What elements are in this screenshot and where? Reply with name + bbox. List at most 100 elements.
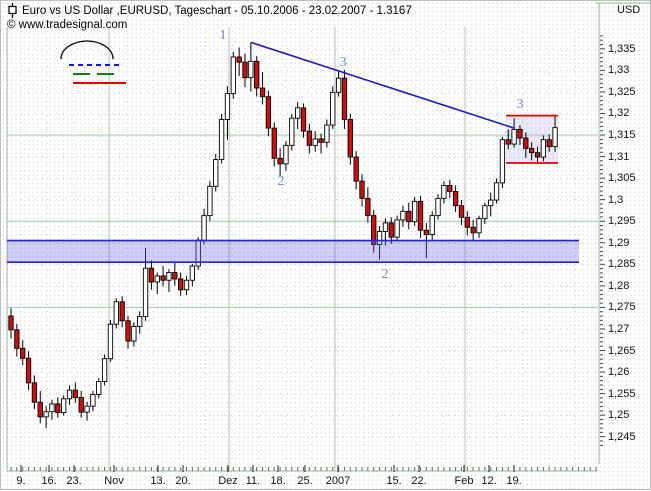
time-tick-label: 2007	[325, 475, 351, 487]
price-tick-label: 1,305	[608, 172, 636, 185]
price-tick-label: 1,28	[608, 279, 630, 292]
price-tick-label: 1,325	[608, 85, 636, 98]
candle	[66, 385, 73, 405]
candle	[137, 311, 143, 334]
candle	[464, 211, 470, 236]
candle	[154, 272, 160, 295]
price-tick-label: 1,25	[608, 409, 630, 422]
candle	[119, 296, 125, 328]
candle	[365, 187, 371, 223]
candle	[376, 225, 383, 260]
candle	[242, 53, 248, 88]
time-tick-label: 22.	[411, 475, 427, 487]
candle	[289, 113, 295, 151]
candle	[488, 192, 494, 217]
price-tick-label: 1,33	[608, 64, 630, 77]
candle	[265, 90, 272, 137]
candle	[534, 146, 541, 164]
price-tick-label: 1,335	[608, 42, 636, 55]
candle	[417, 195, 424, 239]
candle	[400, 205, 406, 227]
candle	[499, 136, 506, 189]
time-tick-label: Nov	[104, 475, 124, 487]
wave-count-label: 2	[381, 267, 389, 282]
candle	[230, 51, 236, 99]
price-tick-label: 1,32	[608, 107, 630, 120]
candle	[341, 69, 348, 129]
candle	[142, 247, 149, 321]
candle	[452, 185, 459, 213]
candle	[55, 397, 61, 418]
candle	[131, 322, 137, 347]
candle	[406, 202, 412, 230]
price-tick-label: 1,285	[608, 258, 636, 271]
rounded-top-arc	[60, 40, 114, 60]
candle	[254, 56, 260, 97]
time-tick-label: 13.	[150, 475, 166, 487]
price-tick-label: 1,275	[608, 301, 636, 314]
time-tick-label: 15.	[386, 475, 402, 487]
candle	[96, 378, 102, 399]
candle	[283, 141, 289, 171]
time-tick-label: 12.	[481, 475, 497, 487]
candle	[277, 148, 283, 177]
wave-count-label: 3	[516, 97, 524, 112]
candle	[335, 71, 342, 97]
time-tick-label: Dez	[218, 475, 238, 487]
candle	[394, 215, 400, 242]
copyright-label: © www.tradesignal.com	[7, 19, 128, 31]
candle	[359, 174, 365, 207]
candle	[177, 272, 184, 296]
price-tick-label: 1,31	[608, 150, 630, 163]
candle	[113, 298, 119, 329]
candle	[236, 47, 242, 76]
candle	[160, 266, 166, 287]
candle	[43, 405, 49, 429]
candle	[300, 103, 307, 138]
time-tick-label: 23.	[66, 475, 82, 487]
candle	[207, 181, 213, 221]
candle	[306, 123, 312, 154]
candle	[324, 119, 330, 148]
candle	[189, 263, 195, 287]
candle	[72, 382, 79, 403]
price-tick-label: 1,29	[608, 236, 630, 249]
candle	[476, 215, 482, 239]
candle	[447, 179, 453, 198]
price-tick-label: 1,3	[608, 193, 624, 206]
candle	[78, 391, 84, 418]
price-tick-label: 1,27	[608, 322, 630, 335]
time-tick-label: 18.	[270, 475, 286, 487]
candle	[61, 395, 67, 416]
candle	[166, 269, 172, 292]
candle	[148, 260, 155, 290]
candle	[529, 142, 535, 161]
time-tick-label: 19.	[506, 475, 522, 487]
price-tick-label: 1,265	[608, 344, 636, 357]
candle	[218, 113, 225, 164]
time-tick-label: 11.	[245, 475, 261, 487]
candle	[201, 208, 207, 245]
candle	[20, 340, 26, 366]
candle	[517, 125, 523, 145]
candle	[511, 118, 517, 148]
trendline	[250, 41, 515, 129]
candle	[458, 200, 465, 226]
candle	[441, 181, 447, 204]
candle	[101, 354, 108, 386]
time-tick-label: 16.	[41, 475, 57, 487]
time-tick-label: 20.	[175, 475, 191, 487]
price-tick-label: 1,255	[608, 387, 636, 400]
candle	[540, 135, 547, 162]
candle	[371, 209, 377, 253]
price-tick-label: 1,26	[608, 366, 630, 379]
price-tick-label: 1,295	[608, 215, 636, 228]
candle	[523, 132, 529, 158]
candle	[213, 153, 219, 192]
chart-title: Euro vs US Dollar ,EURUSD, Tageschart - …	[22, 4, 412, 17]
time-tick-label: 25.	[297, 475, 313, 487]
candle	[552, 115, 558, 152]
candle	[318, 133, 324, 154]
